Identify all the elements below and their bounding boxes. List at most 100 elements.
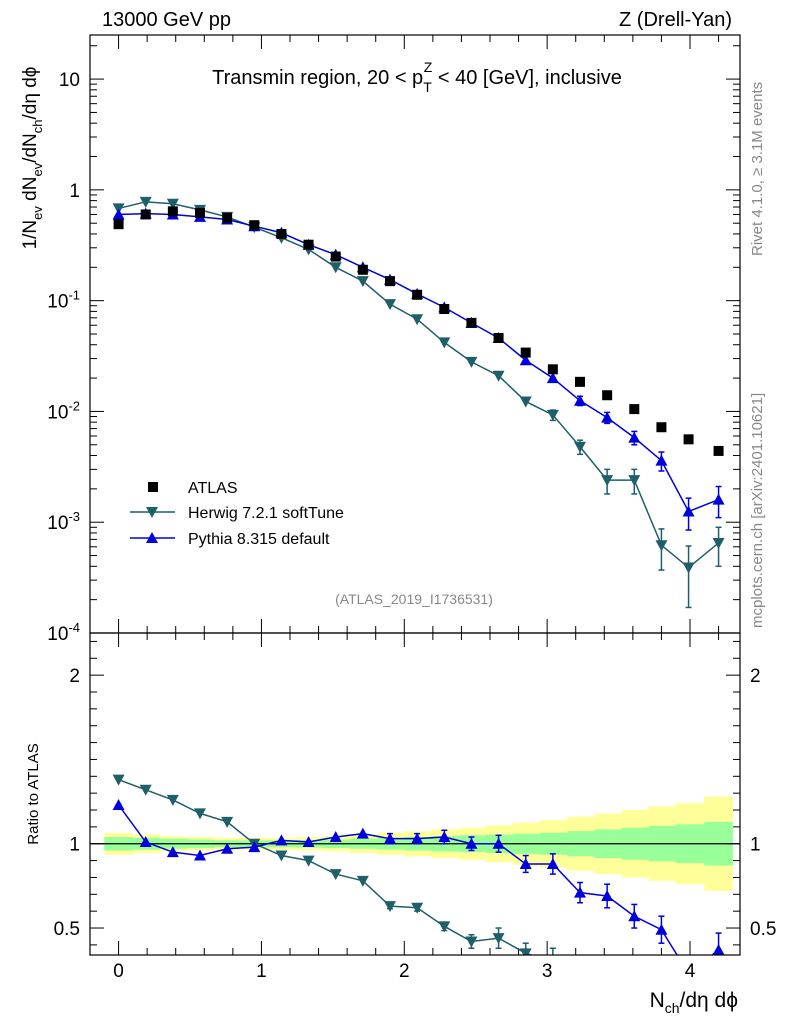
atlas-point	[439, 304, 450, 315]
pythia-ratio-point	[166, 846, 179, 858]
pythia-ratio-point	[546, 857, 559, 869]
atlas-point	[520, 347, 531, 358]
pythia-ratio-point	[628, 910, 641, 922]
pythia-point	[682, 505, 695, 517]
main-y-tick-exp: -4	[68, 620, 80, 635]
main-y-tick-exp: -1	[68, 288, 80, 303]
pythia-ratio-point	[112, 798, 125, 810]
main-y-tick-base: 10	[47, 292, 68, 313]
pythia-ratio-point	[574, 886, 586, 898]
herwig-ratio-point	[166, 794, 179, 806]
pythia-point	[112, 208, 125, 220]
pythia-ratio-point	[655, 923, 668, 935]
herwig-point	[712, 537, 725, 549]
atlas-point	[249, 220, 260, 231]
pythia-line	[118, 212, 719, 513]
herwig-point	[356, 276, 369, 288]
herwig-point	[601, 475, 614, 487]
pythia-point	[601, 411, 614, 423]
pythia-ratio-point	[275, 834, 288, 846]
ratio-y-tick-label-left: 0.5	[54, 919, 80, 940]
atlas-point	[330, 251, 341, 262]
pythia-ratio-point	[194, 849, 206, 861]
atlas-point	[547, 364, 558, 375]
atlas-point	[602, 390, 613, 401]
herwig-point	[492, 370, 505, 382]
pythia-point	[519, 354, 532, 366]
herwig-ratio-point	[492, 933, 505, 945]
herwig-ratio-point	[438, 921, 451, 933]
herwig-ratio-point	[221, 816, 234, 828]
atlas-point	[656, 422, 667, 433]
herwig-ratio-point	[628, 969, 640, 980]
x-tick-label: 0	[113, 961, 124, 982]
pythia-ratio-point	[221, 842, 234, 854]
x-tick-label: 1	[256, 961, 267, 982]
herwig-ratio-point	[302, 855, 315, 867]
pythia-ratio-point	[356, 827, 369, 839]
herwig-ratio-point	[112, 774, 125, 786]
main-y-tick-base: 10	[47, 624, 68, 645]
herwig-ratio-point	[465, 936, 478, 948]
pythia-ratio-point	[139, 836, 152, 848]
rivet-version-label: Rivet 4.1.0, ≥ 3.1M events	[749, 82, 766, 256]
mcplots-label: mcplots.cern.ch [arXiv:2401.10621]	[749, 393, 766, 628]
ratio-y-tick-label-left: 2	[69, 666, 80, 687]
herwig-ratio-point	[411, 902, 424, 914]
plot-title-post: < 40 [GeV], inclusive	[432, 67, 622, 89]
herwig-point	[166, 198, 179, 210]
ratio-y-tick-label-right: 2	[750, 666, 761, 687]
herwig-ratio-point	[384, 901, 396, 913]
atlas-point	[493, 333, 504, 344]
main-y-tick-label: 10-2	[47, 398, 80, 423]
pythia-ratio-point	[438, 830, 451, 842]
atlas-point	[385, 276, 395, 287]
ratio-frame	[89, 632, 741, 956]
ratio-y-tick-label-right: 1	[750, 835, 761, 856]
plot-title-sup: Z	[424, 59, 433, 75]
atlas-point	[113, 219, 124, 230]
herwig-point	[682, 562, 695, 574]
atlas-point	[276, 228, 287, 239]
pythia-point	[546, 372, 559, 384]
ratio-y-label: Ratio to ATLAS	[25, 743, 42, 844]
pythia-point	[655, 454, 668, 466]
atlas-point	[412, 289, 423, 300]
ratio-panel: 0.5 0.5 1 1 2 2 0 1 2 3 4 Ratio to ATLAS Nch/dη dϕ	[25, 632, 776, 1016]
herwig-point	[465, 356, 478, 368]
herwig-point	[329, 262, 342, 274]
pythia-ratio-point	[248, 841, 261, 853]
main-y-label: 1/Nev dNev/dNch/dη dϕ	[20, 67, 45, 250]
herwig-ratio-point	[574, 963, 586, 974]
legend: ATLAS Herwig 7.2.1 softTune Pythia 8.315…	[130, 480, 344, 548]
pythia-point	[574, 394, 586, 406]
pythia-ratio-point	[519, 857, 532, 869]
analysis-id: (ATLAS_2019_I1736531)	[335, 591, 493, 607]
atlas-point	[167, 206, 178, 217]
pythia-ratio-point	[302, 836, 315, 848]
x-axis-label: Nch/dη dϕ	[650, 989, 738, 1016]
plot-title-pre: Transmin region, 20 < p	[212, 67, 423, 89]
atlas-point	[303, 239, 314, 250]
herwig-point	[519, 396, 532, 408]
x-tick-label: 2	[399, 961, 410, 982]
main-y-tick-label: 1	[69, 181, 80, 202]
herwig-ratio-point	[329, 869, 342, 881]
atlas-point	[222, 212, 233, 223]
herwig-ratio-point	[519, 948, 532, 955]
atlas-point	[683, 434, 694, 445]
atlas-point	[195, 207, 205, 218]
header-right: Z (Drell-Yan)	[619, 9, 732, 31]
herwig-ratio-point	[194, 808, 206, 820]
main-y-tick-exp: -2	[68, 398, 80, 413]
herwig-point	[139, 196, 152, 208]
herwig-ratio-point	[356, 875, 369, 887]
pythia-ratio-point	[601, 889, 614, 901]
herwig-point	[411, 314, 424, 326]
herwig-ratio-point	[139, 784, 152, 796]
atlas-point	[713, 445, 724, 456]
pythia-point	[628, 431, 641, 443]
atlas-point	[357, 264, 368, 275]
